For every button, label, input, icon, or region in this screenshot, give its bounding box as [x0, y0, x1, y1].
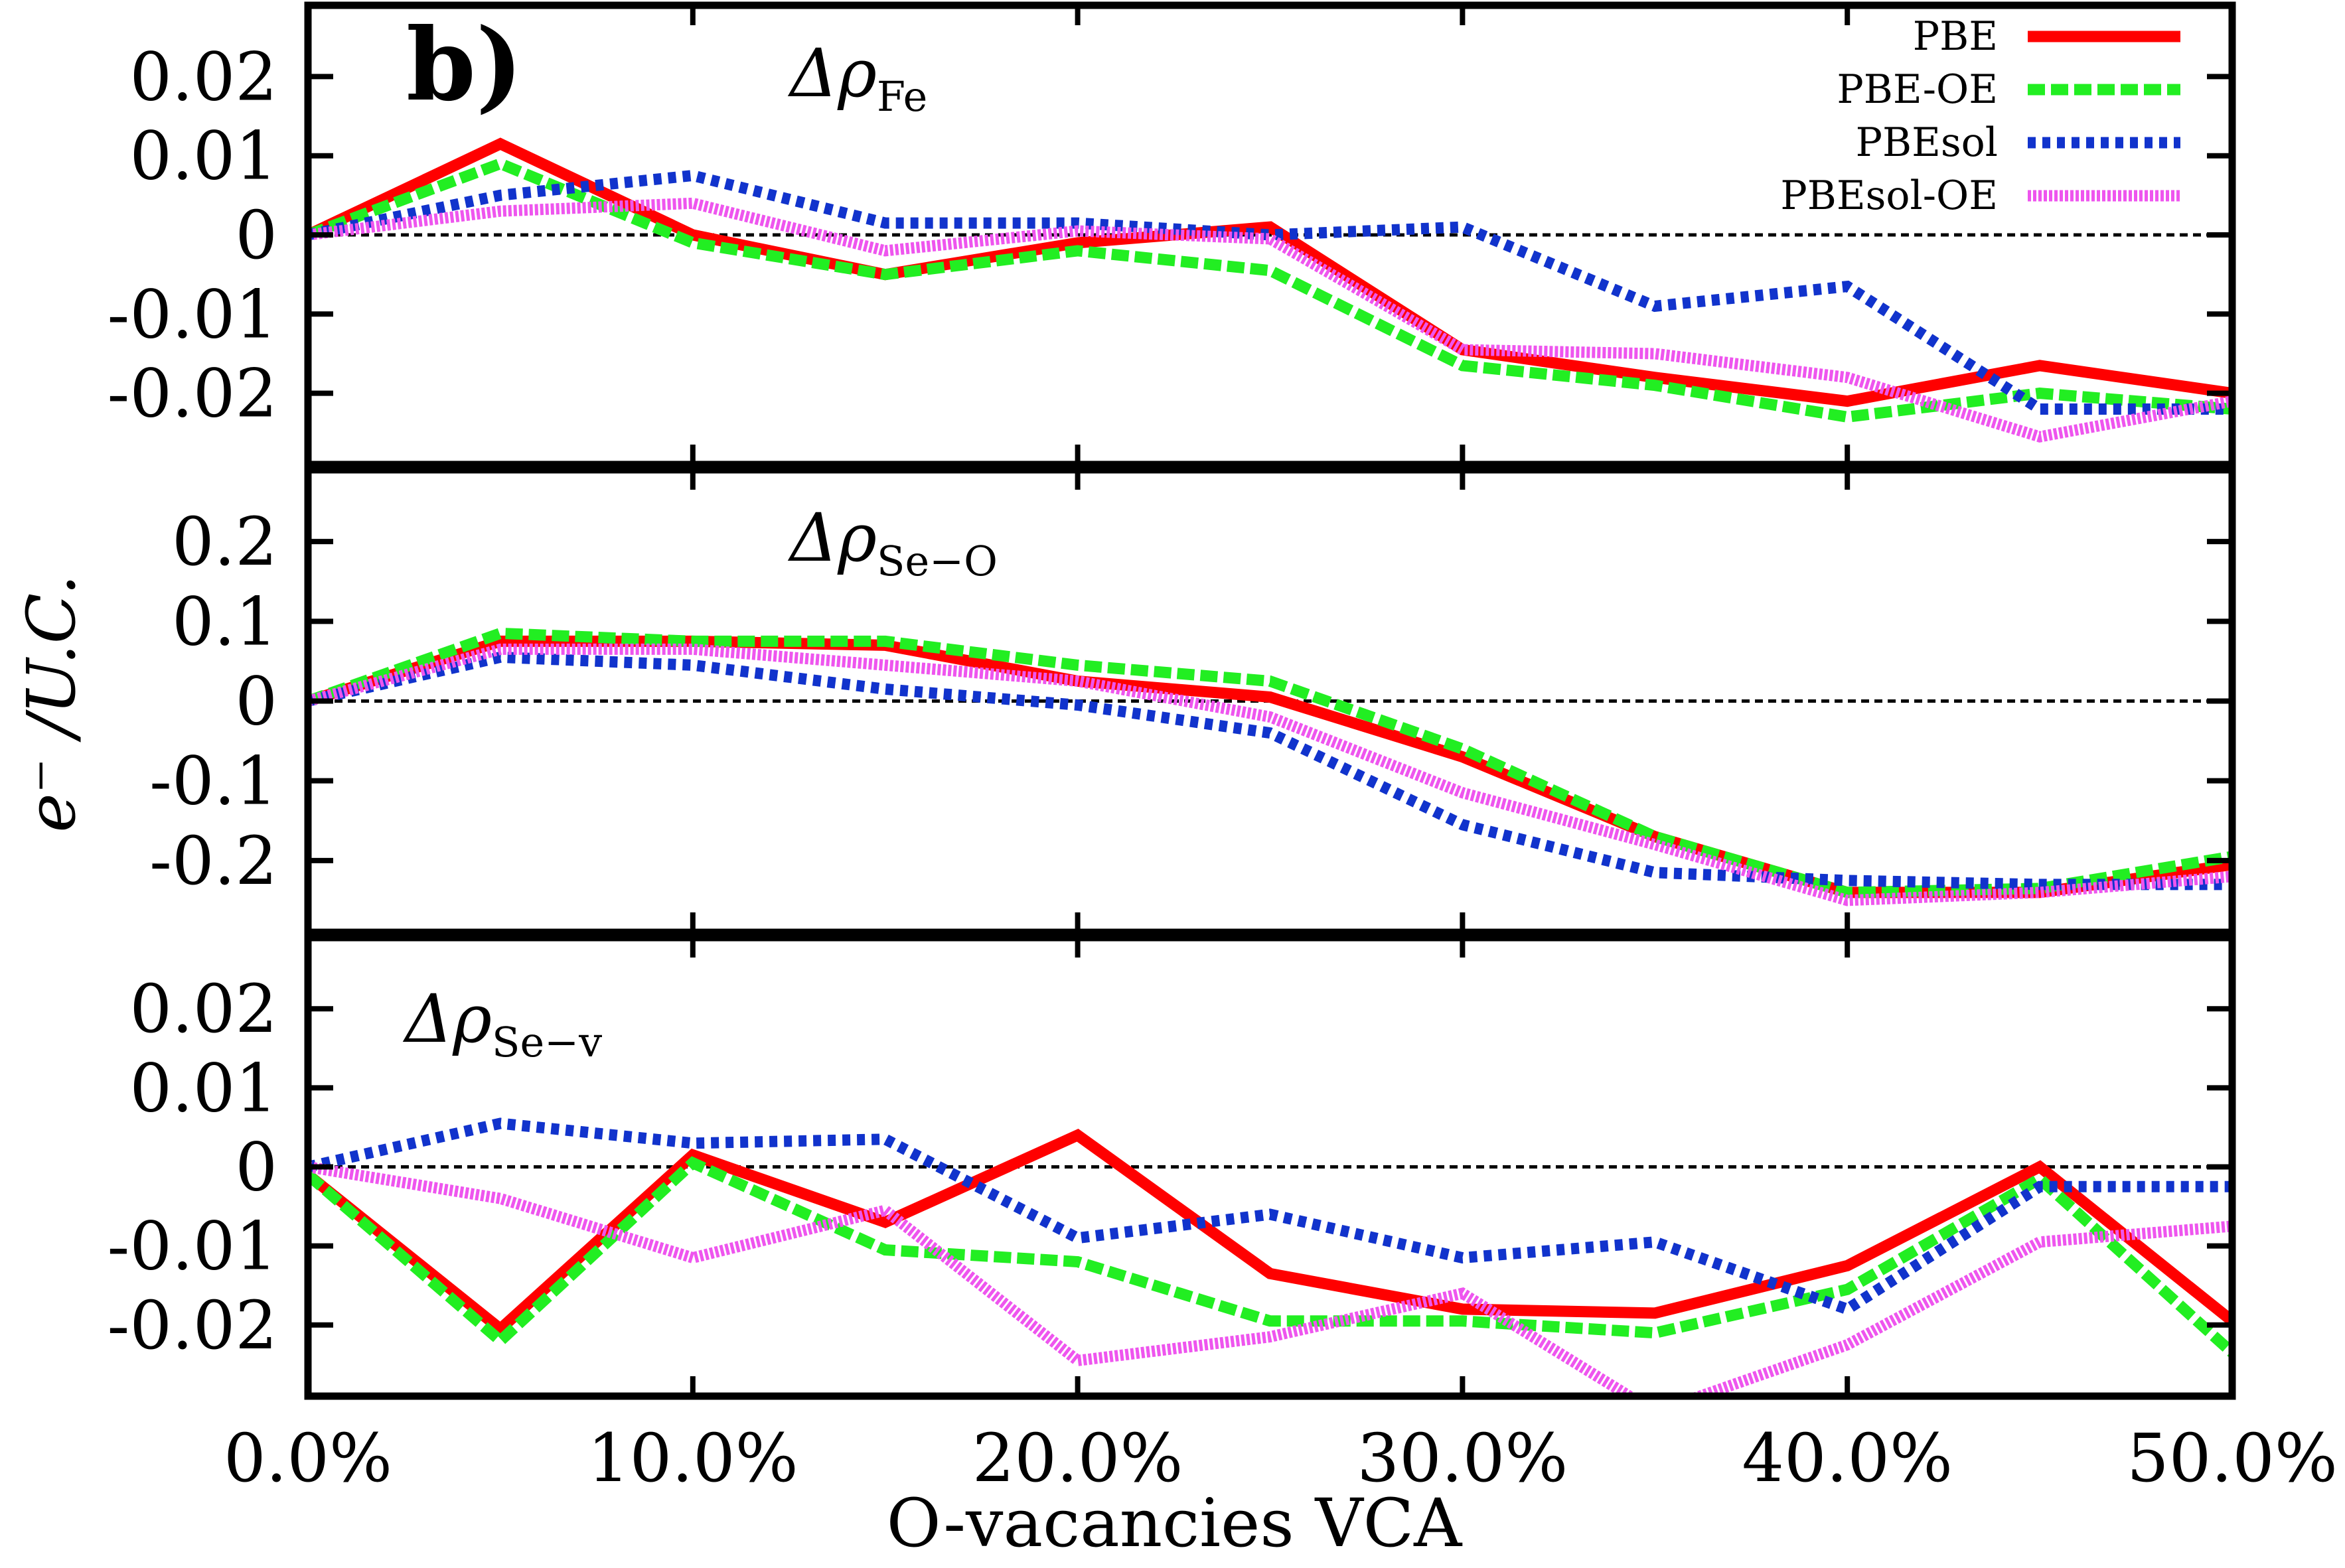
- figure-label: b): [406, 7, 523, 123]
- x-tick-label: 30.0%: [1357, 1419, 1568, 1497]
- legend-entry-pbesol-oe: PBEsol-OE: [1780, 173, 1998, 219]
- y-tick-label: 0.02: [129, 38, 277, 115]
- x-tick-label: 0.0%: [224, 1419, 392, 1497]
- series-pbe-line: [308, 1129, 2232, 1336]
- y-tick-label: 0.01: [129, 117, 277, 195]
- panel-label-se-o: ΔρSe−O: [787, 499, 998, 585]
- y-tick-label: 0: [235, 1129, 277, 1206]
- x-tick-label: 10.0%: [587, 1419, 798, 1497]
- legend-entry-pbe: PBE: [1913, 13, 1998, 60]
- x-tick-label: 50.0%: [2127, 1419, 2338, 1497]
- panel-se-o: 0.20.10-0.1-0.2 ΔρSe−O: [149, 466, 2236, 936]
- series-pbe-oe-line: [308, 157, 2232, 423]
- y-tick-label: -0.02: [108, 355, 277, 433]
- series-pbesol-line: [308, 651, 2232, 891]
- y-tick-label: 0.02: [129, 970, 277, 1048]
- legend-entry-pbe-oe: PBE-OE: [1837, 66, 1998, 113]
- series-pbe-line: [308, 137, 2232, 407]
- y-tick-label: 0.1: [172, 583, 277, 660]
- series-pbesol-oe-line: [308, 643, 2232, 906]
- y-tick-label: 0: [235, 663, 277, 741]
- legend-entry-pbesol: PBEsol: [1856, 119, 1998, 166]
- series-pbesol-oe-line: [308, 197, 2232, 443]
- series-pbesol-line: [308, 1117, 2232, 1316]
- legend: PBE PBE-OE PBEsol PBEsol-OE: [1780, 13, 2180, 219]
- series-pbe-oe-line: [308, 1156, 2232, 1357]
- y-tick-label: -0.01: [108, 1208, 277, 1285]
- panel-label-fe: ΔρFe: [787, 35, 927, 121]
- y-axis-label: e⁻ /U.C.: [13, 574, 90, 832]
- x-tick-label: 20.0%: [972, 1419, 1183, 1497]
- panel-se-v: 0.020.010-0.01-0.02 0.0% 10.0% 20.0% 30.0% 40…: [108, 934, 2338, 1497]
- y-tick-label: -0.02: [108, 1287, 277, 1364]
- y-tick-label: -0.2: [149, 822, 277, 900]
- x-tick-label: 40.0%: [1742, 1419, 1953, 1497]
- y-tick-label: -0.01: [108, 275, 277, 353]
- y-tick-label: 0.2: [172, 503, 277, 581]
- panel-fe: 0.020.010-0.01-0.02 ΔρFe: [108, 1, 2236, 468]
- x-axis-label: O-vacancies VCA: [887, 1484, 1464, 1562]
- y-tick-label: 0: [235, 196, 277, 274]
- y-tick-label: -0.1: [149, 743, 277, 820]
- panels: 0.020.010-0.01-0.02ΔρFe0.20.10-0.1-0.2Δρ…: [108, 1, 2338, 1497]
- series-pbesol-oe-line: [308, 1161, 2232, 1396]
- series-pbesol-line: [308, 169, 2232, 415]
- panel-label-se-v: ΔρSe−v: [402, 980, 602, 1066]
- y-tick-label: 0.01: [129, 1049, 277, 1127]
- series-pbe-oe-line: [308, 627, 2232, 898]
